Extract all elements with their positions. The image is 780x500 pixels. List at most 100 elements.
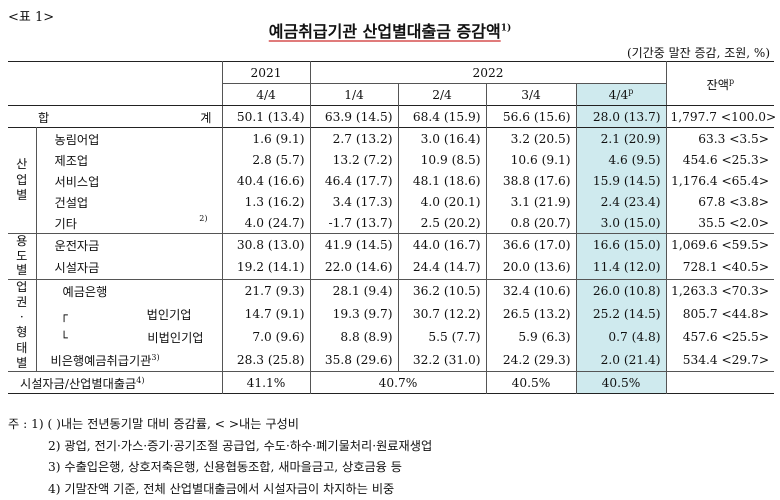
header-q1: 1/4 <box>310 84 398 106</box>
row-name: 농림어업 <box>36 128 222 150</box>
cell: 24.4 (14.7) <box>398 256 486 279</box>
table-row: 시설자금 19.2 (14.1) 22.0 (14.6) 24.4 (14.7)… <box>8 256 774 279</box>
total-cell: 68.4 (15.9) <box>398 106 486 128</box>
ratio-cell: 41.1% <box>222 372 310 394</box>
cell: 14.7 (9.1) <box>222 302 310 325</box>
table-row: 제조업 2.8 (5.7) 13.2 (7.2) 10.9 (8.5) 10.6… <box>8 149 774 170</box>
cell: 38.8 (17.6) <box>486 170 576 191</box>
cell: 4.0 (20.1) <box>398 191 486 212</box>
table-row: 업권·형태별 예금은행 21.7 (9.3) 28.1 (9.4) 36.2 (… <box>8 279 774 302</box>
group-industry-label: 산업별 <box>15 157 28 205</box>
header-blank <box>8 62 222 106</box>
cell: 0.7 (4.8) <box>576 325 666 348</box>
ratio-row: 시설자금/산업별대출금4) 41.1% 40.7% 40.5% 40.5% <box>8 372 774 394</box>
cell: 454.6 <25.3> <box>666 149 774 170</box>
cell: 26.5 (13.2) <box>486 302 576 325</box>
cell: 2.7 (13.2) <box>310 128 398 150</box>
cell: 10.9 (8.5) <box>398 149 486 170</box>
table-row: 용도별 운전자금 30.8 (13.0) 41.9 (14.5) 44.0 (1… <box>8 234 774 257</box>
cell: 4.0 (24.7) <box>222 212 310 234</box>
cell: 15.9 (14.5) <box>576 170 666 191</box>
cell: 2.8 (5.7) <box>222 149 310 170</box>
cell: 22.0 (14.6) <box>310 256 398 279</box>
cell: 63.3 <3.5> <box>666 128 774 150</box>
page-title: 예금취급기관 산업별대출금 증감액1) <box>0 18 780 42</box>
cell: 26.0 (10.8) <box>576 279 666 302</box>
row-name: ┌ 법인기업 <box>36 302 222 325</box>
footnote: 3) 수출입은행, 상호저축은행, 신용협동조합, 새마을금고, 상호금융 등 <box>22 457 432 479</box>
cell: 48.1 (18.6) <box>398 170 486 191</box>
group-use-label: 용도별 <box>15 234 28 278</box>
cell: 28.1 (9.4) <box>310 279 398 302</box>
table-row: 서비스업 40.4 (16.6) 46.4 (17.7) 48.1 (18.6)… <box>8 170 774 191</box>
ratio-cell-empty <box>666 372 774 394</box>
group-sector: 업권·형태별 <box>8 279 36 372</box>
cell: 805.7 <44.8> <box>666 302 774 325</box>
row-name-text: 비은행예금취급기관 <box>51 354 152 368</box>
cell: 67.8 <3.8> <box>666 191 774 212</box>
cell: 30.7 (12.2) <box>398 302 486 325</box>
cell: 1,263.3 <70.3> <box>666 279 774 302</box>
footnotes: 주 : 1) ( )내는 전년동기말 대비 증감률, < >내는 구성비 2) … <box>22 414 432 500</box>
footnote: 4) 기말잔액 기준, 전체 산업별대출금에서 시설자금이 차지하는 비중 <box>22 479 432 500</box>
cell: 35.8 (29.6) <box>310 348 398 371</box>
cell: 21.7 (9.3) <box>222 279 310 302</box>
cell: 35.5 <2.0> <box>666 212 774 234</box>
row-footnote-mark: 3) <box>151 353 159 362</box>
header-2021: 2021 <box>222 62 310 84</box>
cell: 46.4 (17.7) <box>310 170 398 191</box>
total-cell: 28.0 (13.7) <box>576 106 666 128</box>
cell: 13.2 (7.2) <box>310 149 398 170</box>
cell: 2.5 (20.2) <box>398 212 486 234</box>
cell: 534.4 <29.7> <box>666 348 774 371</box>
header-q4: 4/4p <box>576 84 666 106</box>
cell: 19.3 (9.7) <box>310 302 398 325</box>
header-row-years: 2021 2022 잔액p <box>8 62 774 84</box>
cell: 19.2 (14.1) <box>222 256 310 279</box>
cell: 3.2 (20.5) <box>486 128 576 150</box>
ratio-label: 시설자금/산업별대출금4) <box>8 372 222 394</box>
cell: 3.1 (21.9) <box>486 191 576 212</box>
total-label-b: 계 <box>200 108 211 126</box>
table-row: 건설업 1.3 (16.2) 3.4 (17.3) 4.0 (20.1) 3.1… <box>8 191 774 212</box>
cell: 3.0 (16.4) <box>398 128 486 150</box>
cell: 32.2 (31.0) <box>398 348 486 371</box>
cell: -1.7 (13.7) <box>310 212 398 234</box>
cell: 2.0 (21.4) <box>576 348 666 371</box>
header-2022: 2022 <box>310 62 666 84</box>
cell: 457.6 <25.5> <box>666 325 774 348</box>
ratio-label-text: 시설자금/산업별대출금 <box>20 377 136 391</box>
row-name: 서비스업 <box>36 170 222 191</box>
footnote: 2) 광업, 전기·가스·증기·공기조절 공급업, 수도·하수·폐기물처리·원료… <box>22 436 432 458</box>
ratio-footnote-mark: 4) <box>136 375 144 384</box>
group-sector-label: 업권·형태별 <box>15 280 28 372</box>
cell: 3.4 (17.3) <box>310 191 398 212</box>
cell: 16.6 (15.0) <box>576 234 666 257</box>
header-balance-sup: p <box>729 76 734 85</box>
cell: 1.6 (9.1) <box>222 128 310 150</box>
cell: 1,176.4 <65.4> <box>666 170 774 191</box>
row-footnote-mark: 2) <box>199 214 207 232</box>
cell: 20.0 (13.6) <box>486 256 576 279</box>
header-q4-sup: p <box>628 87 633 96</box>
cell: 24.2 (29.3) <box>486 348 576 371</box>
header-balance-label: 잔액 <box>707 78 729 92</box>
header-balance: 잔액p <box>666 62 774 106</box>
row-name: 제조업 <box>36 149 222 170</box>
header-q4-label: 4/4 <box>609 88 629 102</box>
table-row: 비은행예금취급기관3) 28.3 (25.8) 35.8 (29.6) 32.2… <box>8 348 774 371</box>
table-row: 산업별 농림어업 1.6 (9.1) 2.7 (13.2) 3.0 (16.4)… <box>8 128 774 150</box>
total-cell: 56.6 (15.6) <box>486 106 576 128</box>
header-q3: 3/4 <box>486 84 576 106</box>
row-name: 비은행예금취급기관3) <box>36 348 222 371</box>
title-text: 예금취급기관 산업별대출금 증감액 <box>269 22 501 41</box>
cell: 3.0 (15.0) <box>576 212 666 234</box>
table-row: ┌ 법인기업 14.7 (9.1) 19.3 (9.7) 30.7 (12.2)… <box>8 302 774 325</box>
row-name: 운전자금 <box>36 234 222 257</box>
row-name: 건설업 <box>36 191 222 212</box>
cell: 10.6 (9.1) <box>486 149 576 170</box>
total-cell: 50.1 (13.4) <box>222 106 310 128</box>
